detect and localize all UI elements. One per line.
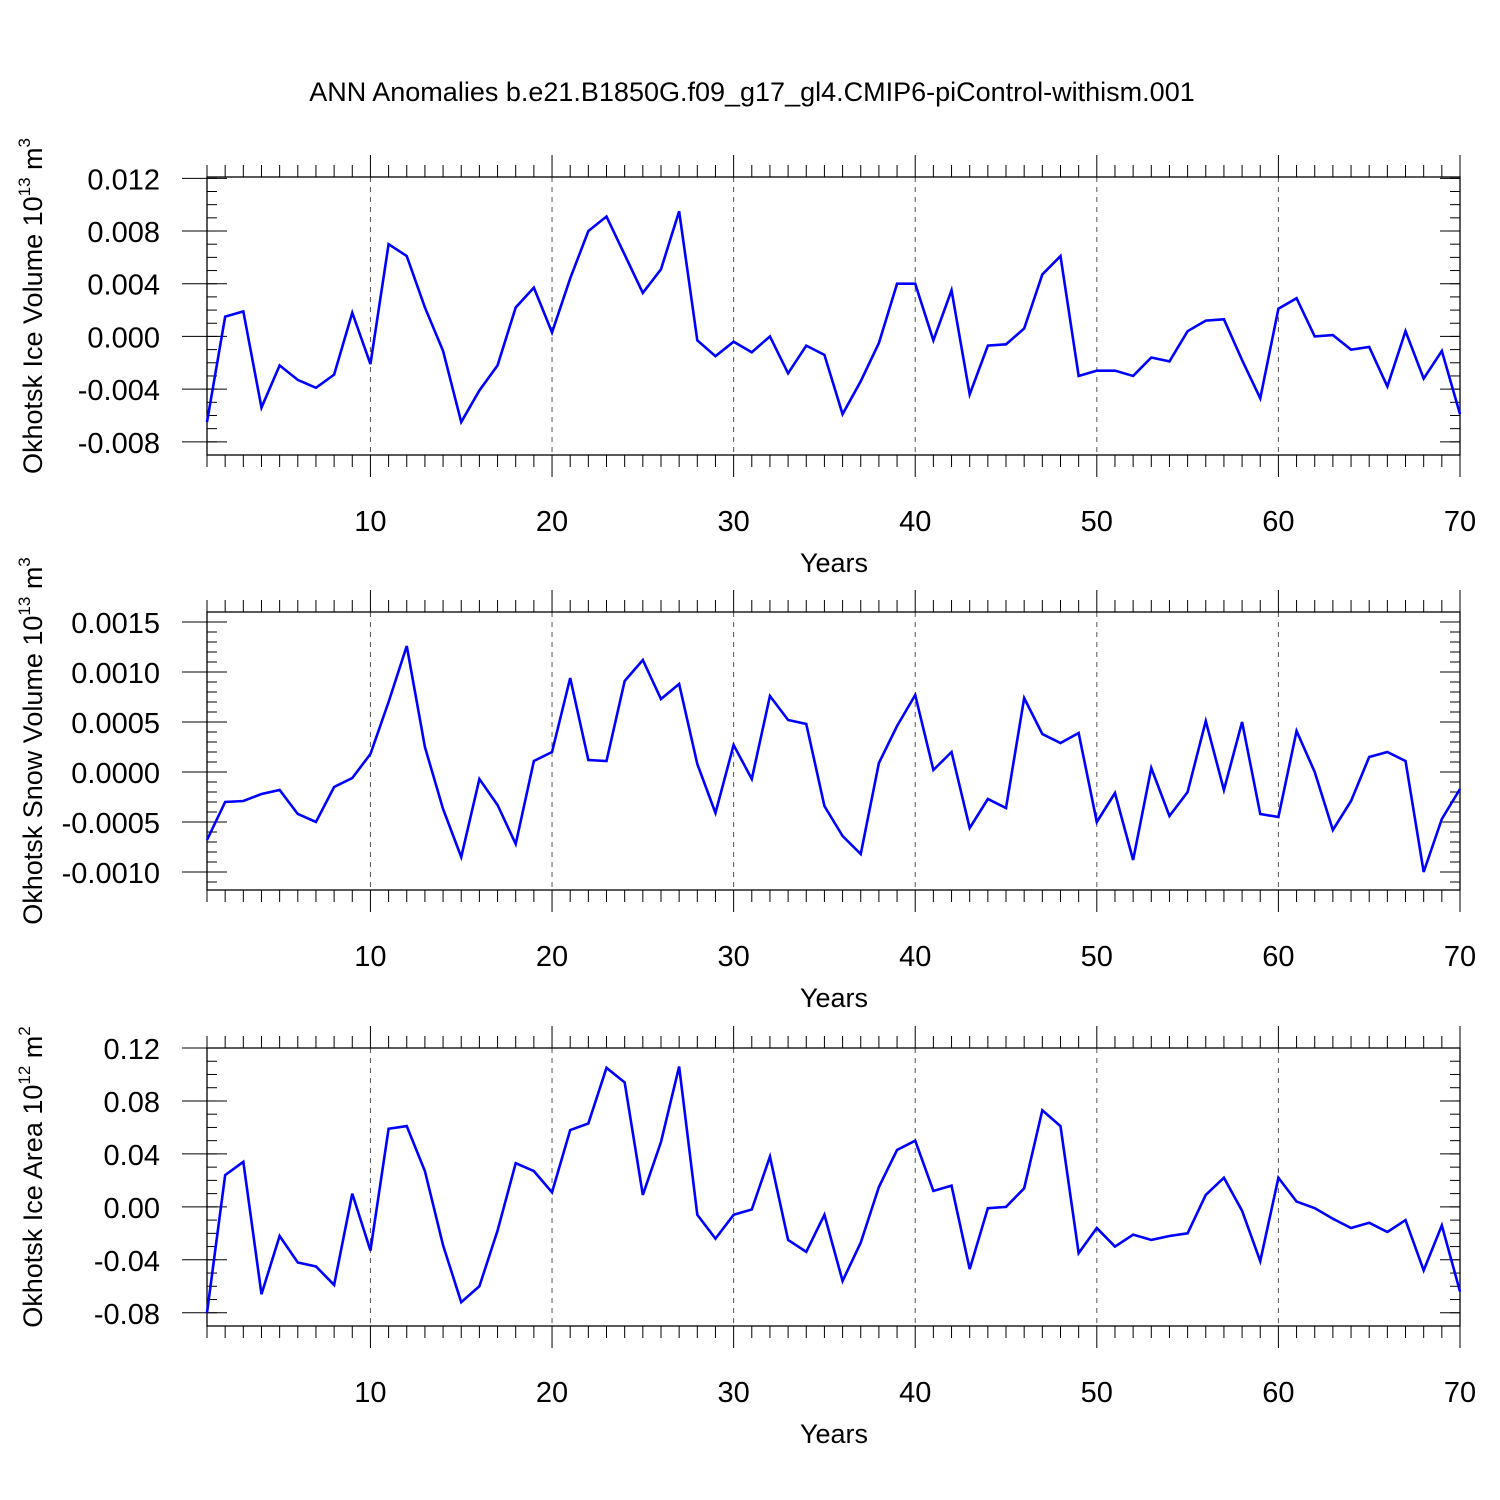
x-tick-label: 70 xyxy=(1444,1377,1476,1409)
y-axis-label-unit: m xyxy=(18,147,48,177)
x-tick-label: 20 xyxy=(536,1377,568,1409)
y-axis-label: Okhotsk Ice Volume 1013 m3 xyxy=(15,138,48,474)
x-axis-label: Years xyxy=(800,548,868,578)
y-tick-label: 0.04 xyxy=(104,1140,160,1172)
y-tick-label: 0.012 xyxy=(87,164,160,196)
x-tick-label: 10 xyxy=(354,941,386,973)
y-tick-label: -0.04 xyxy=(94,1246,160,1278)
x-axis-label: Years xyxy=(800,983,868,1013)
series-line xyxy=(205,645,1462,873)
y-axis-label-text: Okhotsk Ice Area 10 xyxy=(18,1085,48,1328)
y-axis-label-exponent: 13 xyxy=(15,177,34,196)
plot-frame xyxy=(206,176,1461,456)
y-tick-label: 0.0000 xyxy=(71,758,160,790)
y-axis-label-exponent: 13 xyxy=(15,597,34,616)
chart-panel-2: 10 20 30 40 50 60 70 Years -0.0010 -0.0005 0.0000 0… xyxy=(15,557,1476,1013)
x-tick-label: 20 xyxy=(536,941,568,973)
y-tick-label: 0.12 xyxy=(104,1034,160,1066)
x-tick-label: 50 xyxy=(1081,941,1113,973)
y-axis-label-unit-exponent: 2 xyxy=(15,1026,34,1035)
x-tick-label: 60 xyxy=(1262,1377,1294,1409)
y-axis-label-text: Okhotsk Ice Volume 10 xyxy=(18,196,48,474)
x-tick-label: 40 xyxy=(899,941,931,973)
x-tick-label: 70 xyxy=(1444,941,1476,973)
y-tick-label: 0.008 xyxy=(87,217,160,249)
figure-title: ANN Anomalies b.e21.B1850G.f09_g17_gl4.C… xyxy=(309,77,1194,107)
x-tick-label: 40 xyxy=(899,506,931,538)
x-tick-label: 60 xyxy=(1262,941,1294,973)
plot-frame xyxy=(206,1047,1461,1327)
x-tick-label: 30 xyxy=(717,1377,749,1409)
y-tick-label: -0.0005 xyxy=(62,808,160,840)
y-tick-label: 0.08 xyxy=(104,1087,160,1119)
y-tick-label: 0.0005 xyxy=(71,708,160,740)
series-line xyxy=(205,1065,1462,1313)
y-axis-label-unit-exponent: 3 xyxy=(15,557,34,566)
y-tick-label: 0.004 xyxy=(87,270,160,302)
y-axis-label-unit: m xyxy=(18,567,48,597)
x-tick-label: 50 xyxy=(1081,506,1113,538)
y-tick-label: -0.004 xyxy=(78,375,160,407)
y-axis-label: Okhotsk Snow Volume 1013 m3 xyxy=(15,557,48,925)
x-tick-label: 10 xyxy=(354,1377,386,1409)
plot-frame xyxy=(206,611,1461,891)
chart-panel-3: 10 20 30 40 50 60 70 Years -0.08 -0.04 0.00 0.04 0.0… xyxy=(15,1026,1476,1449)
x-axis-label: Years xyxy=(800,1419,868,1449)
chart-panel-1: 10 20 30 40 50 60 70 Years -0.008 -0.004 0.000 0.00… xyxy=(15,138,1476,578)
y-tick-label: -0.08 xyxy=(94,1299,160,1331)
y-axis-label-text: Okhotsk Snow Volume 10 xyxy=(18,616,48,925)
series-line xyxy=(205,210,1462,426)
x-tick-label: 30 xyxy=(717,941,749,973)
y-tick-label: 0.00 xyxy=(104,1193,160,1225)
y-tick-label: -0.0010 xyxy=(62,858,160,890)
y-tick-label: -0.008 xyxy=(78,428,160,460)
y-axis-label-unit-exponent: 3 xyxy=(15,138,34,147)
y-tick-label: 0.0010 xyxy=(71,658,160,690)
y-axis-label-exponent: 12 xyxy=(15,1066,34,1085)
y-axis-label-unit: m xyxy=(18,1036,48,1066)
y-axis-label: Okhotsk Ice Area 1012 m2 xyxy=(15,1026,48,1328)
y-tick-label: 0.000 xyxy=(87,322,160,354)
x-tick-label: 50 xyxy=(1081,1377,1113,1409)
x-tick-label: 10 xyxy=(354,506,386,538)
x-tick-label: 40 xyxy=(899,1377,931,1409)
x-tick-label: 30 xyxy=(717,506,749,538)
x-tick-label: 60 xyxy=(1262,506,1294,538)
x-tick-label: 70 xyxy=(1444,506,1476,538)
x-tick-label: 20 xyxy=(536,506,568,538)
y-tick-label: 0.0015 xyxy=(71,608,160,640)
